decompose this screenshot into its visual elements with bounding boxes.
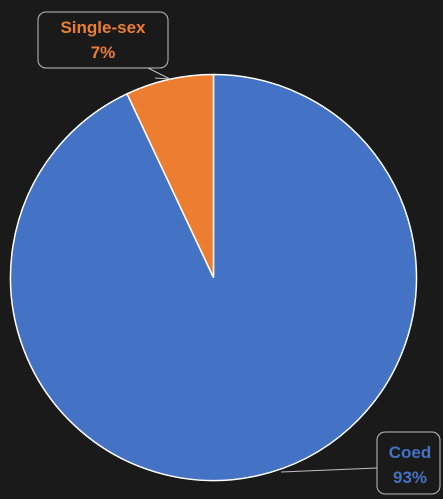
pie-callouts: Coed 93% Single-sex 7% bbox=[37, 11, 441, 495]
callout-box-single-sex bbox=[37, 11, 169, 69]
percent-label-single-sex: 7% bbox=[91, 43, 116, 62]
leader-line-single-sex bbox=[147, 67, 171, 80]
pie-slices bbox=[9, 73, 418, 482]
category-label-single-sex: Single-sex bbox=[60, 18, 146, 37]
leader-line-coed bbox=[280, 467, 378, 473]
callout-single-sex: Single-sex 7% bbox=[37, 11, 171, 80]
callout-coed: Coed 93% bbox=[280, 431, 441, 495]
category-label-coed: Coed bbox=[389, 443, 432, 462]
callout-box-coed bbox=[376, 431, 441, 495]
percent-label-coed: 93% bbox=[393, 468, 427, 487]
